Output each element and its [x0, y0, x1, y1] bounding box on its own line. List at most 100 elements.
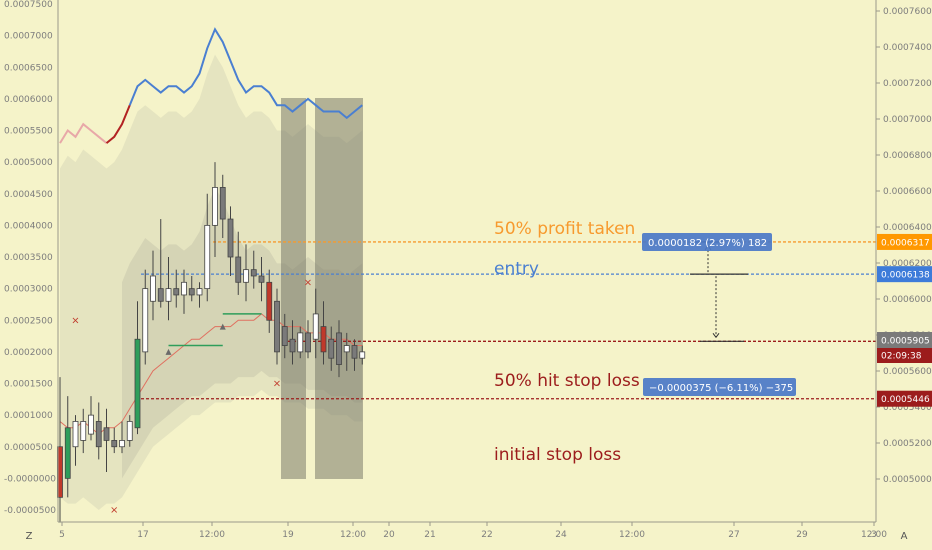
candle[interactable] [165, 257, 172, 321]
candle[interactable] [320, 301, 327, 365]
candle-body[interactable] [219, 187, 226, 220]
measure-box-up[interactable]: 0.0000182 (2.97%) 182 [642, 233, 772, 251]
candle[interactable] [157, 219, 164, 308]
candle[interactable] [173, 269, 180, 308]
candle[interactable] [88, 396, 94, 441]
candle-body[interactable] [289, 338, 296, 353]
candle-body[interactable] [250, 269, 257, 277]
candle-body[interactable] [111, 440, 118, 448]
current-price-badge: 0.0005905 [881, 337, 930, 347]
candle-body[interactable] [204, 224, 211, 290]
candle-body[interactable] [64, 427, 71, 479]
candle[interactable] [212, 162, 218, 257]
candle[interactable] [227, 206, 234, 276]
candle-body[interactable] [165, 288, 172, 302]
candle-body[interactable] [126, 421, 133, 441]
candle[interactable] [111, 427, 118, 454]
candle-body[interactable] [328, 338, 335, 359]
candle-body[interactable] [188, 288, 195, 296]
candle[interactable] [328, 326, 335, 371]
x-tick-label: 12:00 [199, 530, 225, 540]
candle-body[interactable] [150, 275, 156, 302]
candles[interactable] [57, 162, 366, 523]
candle[interactable] [204, 193, 211, 302]
candle-body[interactable] [196, 288, 203, 296]
candle[interactable] [243, 244, 249, 302]
right-tick-label: 0.0006600 [883, 187, 932, 197]
candle[interactable] [235, 231, 242, 295]
candle[interactable] [258, 257, 265, 302]
candle-body[interactable] [243, 269, 249, 283]
x-tick-label: 3 [871, 530, 877, 540]
candle-body[interactable] [212, 187, 218, 226]
corner-left-label[interactable]: Z [26, 531, 33, 542]
candle[interactable] [266, 269, 273, 333]
candle[interactable] [289, 320, 296, 365]
candle-body[interactable] [297, 332, 304, 353]
candle[interactable] [119, 421, 125, 454]
candle-body[interactable] [235, 256, 242, 283]
candle[interactable] [181, 269, 187, 314]
candle[interactable] [188, 275, 195, 302]
candle[interactable] [80, 408, 87, 454]
candle-body[interactable] [274, 300, 280, 353]
time-badge: 02:09:38 [881, 352, 922, 362]
candle[interactable] [351, 339, 358, 371]
candle-body[interactable] [336, 332, 342, 365]
candle[interactable] [305, 320, 311, 359]
upper-band-line [59, 27, 363, 144]
left-tick-label: -0.0000500 [4, 506, 56, 516]
right-tick-label: 0.0006400 [883, 223, 932, 233]
candle[interactable] [274, 288, 280, 365]
measure-box-up-bg [642, 233, 772, 251]
candle-body[interactable] [258, 275, 265, 283]
candle-body[interactable] [312, 313, 319, 340]
corner-right-label[interactable]: A [901, 531, 908, 542]
candle-body[interactable] [173, 288, 180, 296]
measurements[interactable]: 0.0000182 (2.97%) 182 −0.0000375 (−6.11%)… [642, 233, 796, 396]
candle-body[interactable] [134, 338, 141, 429]
candle[interactable] [297, 326, 304, 359]
candle-body[interactable] [351, 345, 358, 359]
candle[interactable] [142, 269, 149, 365]
candle[interactable] [359, 345, 366, 365]
candle-body[interactable] [227, 218, 234, 258]
candle-body[interactable] [343, 345, 350, 353]
candle[interactable] [219, 174, 226, 239]
candle[interactable] [312, 288, 319, 359]
candle-body[interactable] [72, 421, 79, 448]
candle[interactable] [126, 415, 133, 447]
candle[interactable] [72, 415, 79, 466]
candle-body[interactable] [281, 326, 288, 346]
candle[interactable] [64, 396, 71, 498]
time-axis[interactable]: 5 17 12:00 19 12:00 20 21 22 24 12:00 27 29 12:003 [59, 522, 887, 540]
candle-body[interactable] [142, 288, 149, 353]
candle-body[interactable] [305, 332, 311, 353]
candle-body[interactable] [320, 326, 327, 353]
price-badge-entry: 0.0006138 [881, 271, 930, 281]
candle[interactable] [343, 332, 350, 371]
candle-body[interactable] [181, 281, 187, 296]
candle-body[interactable] [80, 421, 87, 441]
candle[interactable] [134, 301, 141, 435]
candle-body[interactable] [266, 281, 273, 321]
candle[interactable] [196, 282, 203, 308]
candle-body[interactable] [359, 351, 366, 359]
candle[interactable] [281, 313, 288, 359]
candle-body[interactable] [157, 288, 164, 302]
candle[interactable] [95, 402, 102, 460]
left-price-axis[interactable]: 0.0007500 0.0007000 0.0006500 0.0006000 0.00… [4, 0, 56, 516]
measure-box-down[interactable]: −0.0000375 (−6.11%) −375 [643, 378, 796, 396]
candle-body[interactable] [95, 421, 102, 448]
candle[interactable] [103, 408, 110, 473]
band-segment-blue [128, 27, 363, 120]
right-tick-label: 0.0006200 [883, 259, 932, 269]
candle-body[interactable] [119, 440, 125, 448]
candle[interactable] [150, 250, 156, 321]
measure-box-up-text: 0.0000182 (2.97%) 182 [648, 238, 767, 249]
candle-body[interactable] [88, 414, 94, 435]
candle[interactable] [250, 250, 257, 289]
candle-body[interactable] [103, 427, 110, 441]
candle[interactable] [336, 320, 342, 378]
